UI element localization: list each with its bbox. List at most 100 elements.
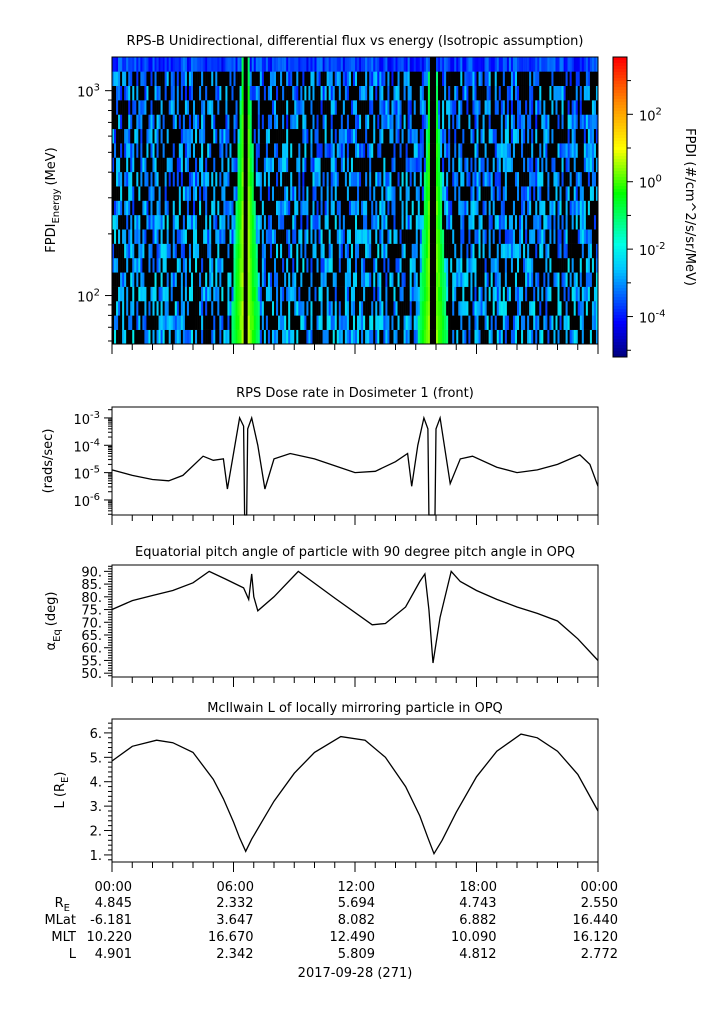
heatmap-cell <box>166 300 169 316</box>
heatmap-cell <box>533 229 536 244</box>
heatmap-cell <box>336 57 340 72</box>
heatmap-cell <box>456 243 459 259</box>
heatmap-cell <box>156 100 159 115</box>
heatmap-cell <box>482 143 485 158</box>
heatmap-cell <box>193 114 196 130</box>
heatmap-cell <box>312 315 315 330</box>
heatmap-cell <box>427 272 431 287</box>
heatmap-cell <box>375 85 378 101</box>
heatmap-cell <box>381 229 384 244</box>
heatmap-cell <box>490 157 493 173</box>
heatmap-cell <box>355 143 358 158</box>
heatmap-cell <box>300 300 303 316</box>
heatmap-cell <box>193 229 196 244</box>
heatmap-cell <box>154 71 157 86</box>
heatmap-cell <box>160 85 163 101</box>
heatmap-cell <box>494 315 498 330</box>
heatmap-cell <box>314 143 317 158</box>
heatmap-cell <box>197 329 200 345</box>
heatmap-cell <box>460 257 463 273</box>
heatmap-cell <box>150 229 153 244</box>
heatmap-cell <box>178 85 182 101</box>
heatmap-cell <box>517 85 520 101</box>
heatmap-cell <box>296 128 299 144</box>
heatmap-cell <box>146 200 149 216</box>
heatmap-cell <box>454 272 457 287</box>
heatmap-cell <box>166 171 169 187</box>
heatmap-cell <box>184 171 188 187</box>
heatmap-cell <box>401 71 404 86</box>
heatmap-cell <box>446 100 449 115</box>
heatmap-cell <box>223 257 226 273</box>
heatmap-cell <box>237 100 240 115</box>
heatmap-cell <box>425 329 429 345</box>
heatmap-cell <box>405 200 408 216</box>
heatmap-cell <box>245 57 248 72</box>
heatmap-cell <box>539 200 542 216</box>
heatmap-cell <box>403 100 406 115</box>
heatmap-cell <box>462 71 465 86</box>
heatmap-cell <box>577 243 581 259</box>
heatmap-cell <box>324 143 327 158</box>
heatmap-cell <box>595 243 599 259</box>
heatmap-cell <box>557 257 560 273</box>
heatmap-cell <box>482 128 485 144</box>
heatmap-cell <box>197 286 200 302</box>
heatmap-cell <box>263 157 267 173</box>
heatmap-cell <box>324 85 327 101</box>
heatmap-cell <box>411 315 415 330</box>
heatmap-cell <box>146 57 149 72</box>
heatmap-cell <box>427 71 431 86</box>
heatmap-cell <box>391 300 394 316</box>
heatmap-cell <box>527 71 530 86</box>
heatmap-cell <box>363 100 366 115</box>
colorbar-segment <box>613 249 627 253</box>
heatmap-cell <box>433 229 437 244</box>
heatmap-cell <box>454 200 457 216</box>
heatmap-cell <box>227 171 230 187</box>
heatmap-cell <box>112 329 115 345</box>
heatmap-cell <box>442 171 445 187</box>
heatmap-cell <box>146 229 149 244</box>
heatmap-cell <box>342 100 346 115</box>
heatmap-cell <box>504 214 508 230</box>
heatmap-cell <box>438 157 441 173</box>
heatmap-cell <box>178 200 182 216</box>
heatmap-cell <box>401 143 404 158</box>
heatmap-cell <box>316 329 319 345</box>
heatmap-cell <box>172 100 176 115</box>
heatmap-cell <box>486 171 489 187</box>
heatmap-cell <box>245 243 248 259</box>
heatmap-cell <box>180 229 184 244</box>
heatmap-cell <box>290 100 293 115</box>
heatmap-cell <box>565 300 568 316</box>
heatmap-cell <box>286 214 289 230</box>
heatmap-cell <box>470 114 473 130</box>
heatmap-cell <box>284 85 287 101</box>
heatmap-cell <box>510 272 514 287</box>
heatmap-cell <box>193 329 196 345</box>
heatmap-cell <box>193 315 196 330</box>
heatmap-cell <box>470 329 473 345</box>
heatmap-cell <box>338 186 342 201</box>
heatmap-cell <box>233 272 236 287</box>
heatmap-cell <box>290 272 293 287</box>
heatmap-cell <box>476 329 479 345</box>
heatmap-cell <box>193 171 196 187</box>
heatmap-cell <box>164 171 167 187</box>
heatmap-cell <box>172 214 176 230</box>
heatmap-cell <box>486 272 489 287</box>
heatmap-cell <box>318 114 321 130</box>
heatmap-cell <box>373 300 376 316</box>
heatmap-cell <box>302 300 305 316</box>
heatmap-cell <box>508 157 512 173</box>
heatmap-cell <box>464 286 467 302</box>
panel1-ylabel-unit: (MeV) <box>44 147 59 185</box>
heatmap-cell <box>134 300 137 316</box>
heatmap-cell <box>172 272 176 287</box>
heatmap-cell <box>136 257 139 273</box>
heatmap-cell <box>403 272 406 287</box>
heatmap-cell <box>401 57 404 72</box>
heatmap-cell <box>405 272 408 287</box>
heatmap-cell <box>138 186 141 201</box>
